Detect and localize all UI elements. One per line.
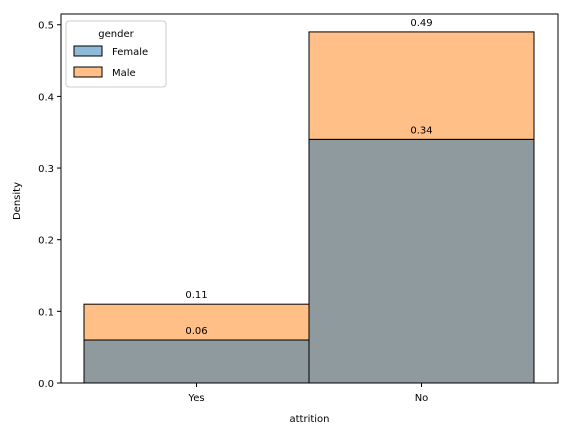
legend: gender Female Male <box>65 20 167 88</box>
x-axis-label: attrition <box>289 414 329 425</box>
bar-male-no <box>308 31 535 140</box>
y-tick-label: 0.1 <box>38 307 54 318</box>
data-label: 0.06 <box>185 326 207 337</box>
bar-female-yes <box>83 339 310 384</box>
x-tick-label: No <box>415 393 429 404</box>
x-tick-label: Yes <box>187 393 204 404</box>
bars-layer <box>83 31 535 384</box>
bar-male-yes <box>83 303 310 341</box>
data-label: 0.34 <box>410 125 432 136</box>
y-axis-label: Density <box>12 182 23 220</box>
legend-label-female: Female <box>112 47 148 58</box>
legend-title: gender <box>98 29 134 40</box>
y-tick-label: 0.2 <box>38 236 54 247</box>
y-tick-label: 0.5 <box>38 21 54 32</box>
bar-female-no <box>308 138 535 384</box>
axes-layer: 0.0 0.1 0.2 0.3 0.4 0.5 Yes No <box>38 13 559 404</box>
data-label: 0.11 <box>185 290 207 301</box>
legend-swatch-male <box>73 66 103 78</box>
legend-swatch-female <box>73 45 103 57</box>
data-label: 0.49 <box>410 18 432 29</box>
y-tick-label: 0.0 <box>38 379 54 390</box>
plot-frame <box>60 13 559 384</box>
data-labels-layer: 0.06 0.11 0.34 0.49 <box>185 18 432 337</box>
y-tick-label: 0.4 <box>38 92 54 103</box>
legend-label-male: Male <box>112 68 136 79</box>
y-tick-label: 0.3 <box>38 164 54 175</box>
